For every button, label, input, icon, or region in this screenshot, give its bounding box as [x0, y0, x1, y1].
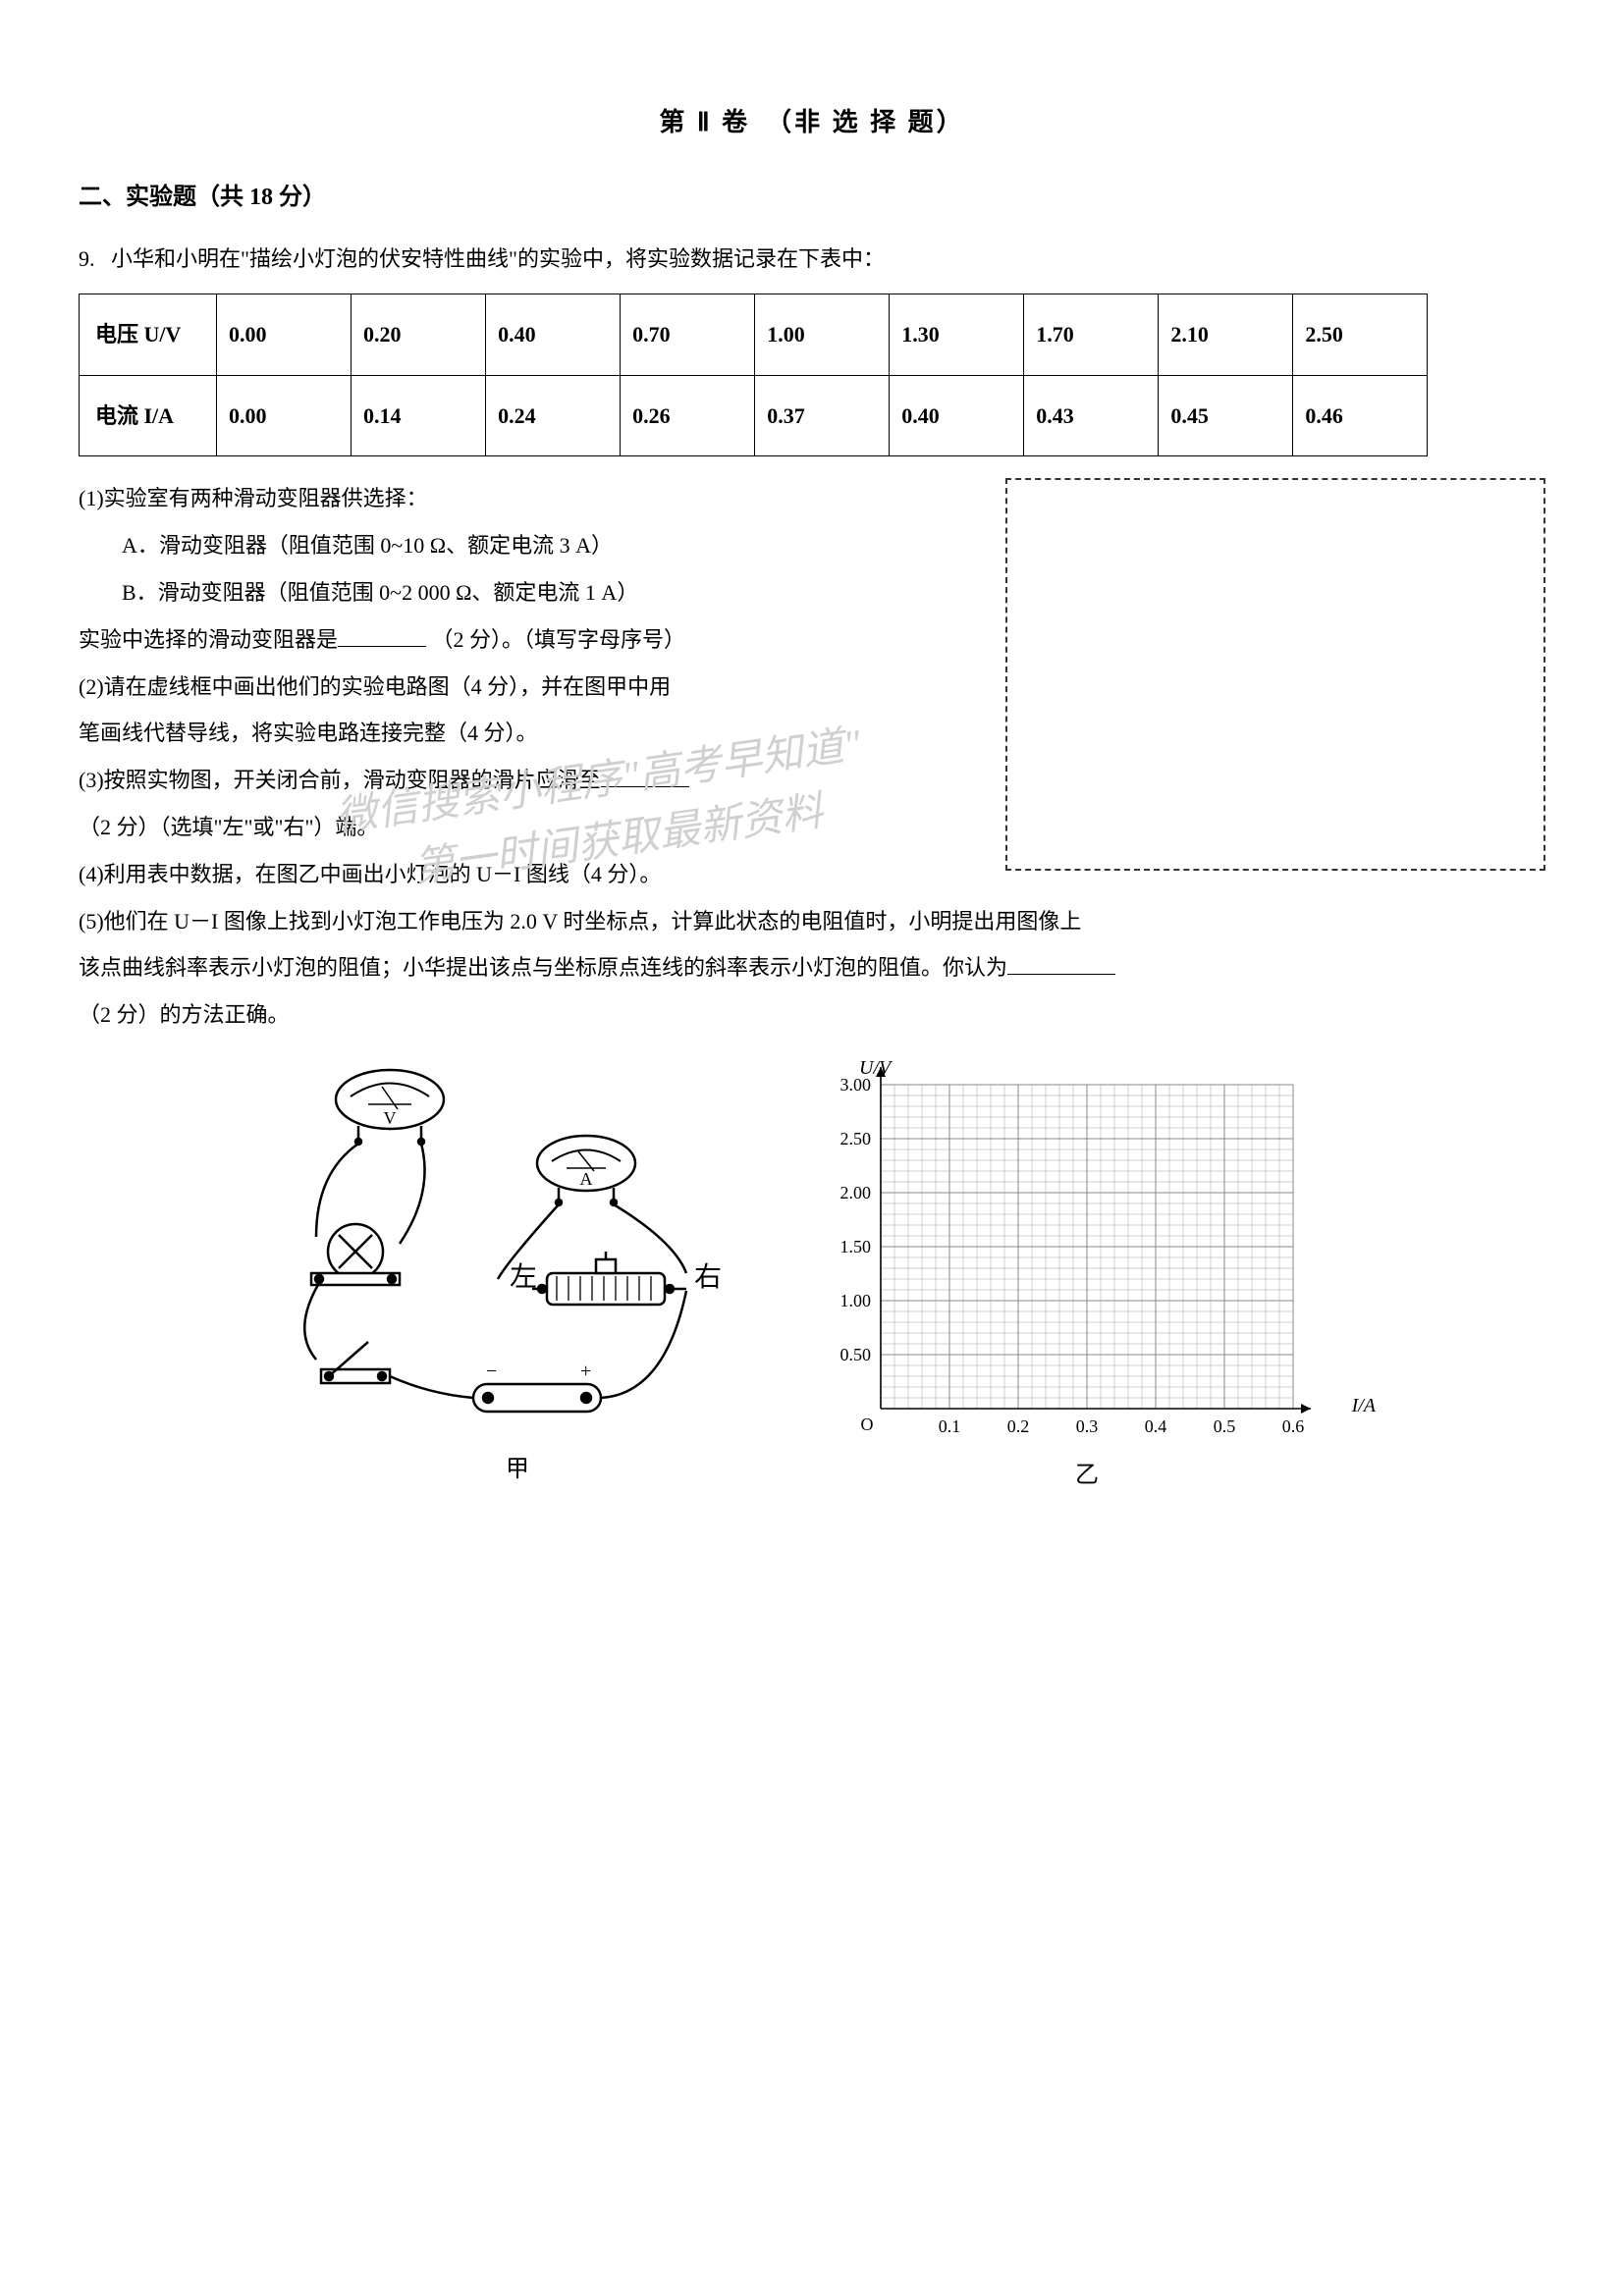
blank-3[interactable]: [601, 768, 689, 787]
table-cell: 0.40: [890, 375, 1024, 456]
q5c: （2 分）的方法正确。: [79, 994, 1545, 1036]
option-b: B．滑动变阻器（阻值范围 0~2 000 Ω、额定电流 1 A）: [79, 572, 988, 614]
full-width-block: (4)利用表中数据，在图乙中画出小灯泡的 U－I 图线（4 分）。 (5)他们在…: [79, 854, 1545, 1036]
svg-text:−: −: [486, 1361, 497, 1382]
table-cell: 0.46: [1293, 375, 1428, 456]
q1-answer-line: 实验中选择的滑动变阻器是 （2 分）。（填写字母序号）: [79, 619, 988, 661]
table-cell: 0.00: [217, 375, 352, 456]
section-heading: 二、实验题（共 18 分）: [79, 176, 1545, 221]
option-a: A．滑动变阻器（阻值范围 0~10 Ω、额定电流 3 A）: [79, 525, 988, 566]
question-number: 9.: [79, 246, 95, 271]
q5b-line: 该点曲线斜率表示小灯泡的阻值；小华提出该点与坐标原点连线的斜率表示小灯泡的阻值。…: [79, 947, 1545, 988]
svg-text:0.6: 0.6: [1282, 1416, 1305, 1436]
table-header-voltage: 电压 U/V: [80, 294, 217, 375]
data-table: 电压 U/V 0.00 0.20 0.40 0.70 1.00 1.30 1.7…: [79, 294, 1428, 457]
svg-text:0.5: 0.5: [1214, 1416, 1236, 1436]
table-cell: 0.00: [217, 294, 352, 375]
svg-text:1.50: 1.50: [840, 1237, 872, 1256]
circuit-diagram-icon: V A: [262, 1055, 773, 1428]
table-cell: 0.45: [1159, 375, 1293, 456]
table-cell: 0.20: [352, 294, 486, 375]
page-title: 第 Ⅱ 卷 （非 选 择 题）: [79, 98, 1545, 146]
table-cell: 0.24: [486, 375, 621, 456]
svg-text:2.00: 2.00: [840, 1183, 872, 1202]
q5a: (5)他们在 U－I 图像上找到小灯泡工作电压为 2.0 V 时坐标点，计算此状…: [79, 901, 1545, 942]
graph-grid-icon: O0.10.20.30.40.50.60.501.001.502.002.503…: [812, 1055, 1362, 1448]
svg-text:0.50: 0.50: [840, 1345, 872, 1364]
q3-line: (3)按照实物图，开关闭合前，滑动变阻器的滑片应滑至: [79, 760, 988, 801]
q2b: 笔画线代替导线，将实验电路连接完整（4 分）。: [79, 713, 988, 754]
q3-pre: (3)按照实物图，开关闭合前，滑动变阻器的滑片应滑至: [79, 768, 601, 792]
table-cell: 0.43: [1024, 375, 1159, 456]
q1b-post: （2 分）。（填写字母序号）: [432, 627, 686, 652]
q3-post: （2 分）（选填"左"或"右"）端。: [79, 807, 988, 848]
svg-text:+: +: [580, 1361, 591, 1382]
q2a: (2)请在虚线框中画出他们的实验电路图（4 分），并在图甲中用: [79, 667, 988, 708]
svg-text:0.4: 0.4: [1145, 1416, 1167, 1436]
table-cell: 0.14: [352, 375, 486, 456]
svg-text:左: 左: [510, 1261, 537, 1293]
figure-yi-label: 乙: [812, 1454, 1362, 1499]
table-cell: 0.70: [621, 294, 755, 375]
table-cell: 0.40: [486, 294, 621, 375]
svg-text:1.00: 1.00: [840, 1291, 872, 1310]
content-wrap: 微信搜索小程序"高考早知道" 第一时间获取最新资料 (1)实验室有两种滑动变阻器…: [79, 478, 1545, 1036]
table-cell: 0.37: [755, 375, 890, 456]
q1-line: (1)实验室有两种滑动变阻器供选择：: [79, 478, 988, 519]
q1b-pre: 实验中选择的滑动变阻器是: [79, 627, 338, 652]
table-cell: 2.10: [1159, 294, 1293, 375]
question-intro: 9. 小华和小明在"描绘小灯泡的伏安特性曲线"的实验中，将实验数据记录在下表中：: [79, 239, 1545, 280]
table-cell: 1.70: [1024, 294, 1159, 375]
svg-text:V: V: [384, 1108, 397, 1128]
svg-text:右: 右: [694, 1261, 722, 1293]
table-cell: 1.00: [755, 294, 890, 375]
x-axis-label: I/A: [1352, 1387, 1376, 1424]
svg-text:0.2: 0.2: [1007, 1416, 1030, 1436]
q5b-pre: 该点曲线斜率表示小灯泡的阻值；小华提出该点与坐标原点连线的斜率表示小灯泡的阻值。…: [79, 955, 1007, 980]
figure-jia-label: 甲: [262, 1448, 773, 1493]
svg-text:2.50: 2.50: [840, 1129, 872, 1148]
blank-5[interactable]: [1007, 955, 1115, 975]
figure-yi: U/V O0.10.20.30.40.50.60.501.001.502.002…: [812, 1055, 1362, 1499]
table-cell: 0.26: [621, 375, 755, 456]
svg-text:O: O: [861, 1415, 874, 1434]
question-text: 小华和小明在"描绘小灯泡的伏安特性曲线"的实验中，将实验数据记录在下表中：: [111, 246, 885, 271]
table-cell: 2.50: [1293, 294, 1428, 375]
svg-text:A: A: [580, 1169, 593, 1189]
table-row: 电流 I/A 0.00 0.14 0.24 0.26 0.37 0.40 0.4…: [80, 375, 1428, 456]
svg-text:0.3: 0.3: [1076, 1416, 1099, 1436]
y-axis-label: U/V: [859, 1049, 891, 1087]
text-block: (1)实验室有两种滑动变阻器供选择： A．滑动变阻器（阻值范围 0~10 Ω、额…: [79, 478, 988, 847]
table-cell: 1.30: [890, 294, 1024, 375]
table-row: 电压 U/V 0.00 0.20 0.40 0.70 1.00 1.30 1.7…: [80, 294, 1428, 375]
figures-row: V A: [79, 1055, 1545, 1499]
svg-text:0.1: 0.1: [939, 1416, 961, 1436]
figure-jia: V A: [262, 1055, 773, 1492]
circuit-draw-box: [1005, 478, 1545, 871]
blank-1[interactable]: [338, 627, 426, 647]
table-header-current: 电流 I/A: [80, 375, 217, 456]
